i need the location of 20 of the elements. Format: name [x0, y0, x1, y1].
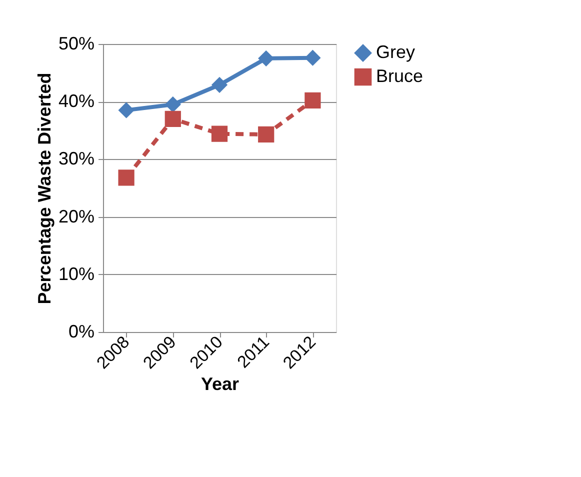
- y-tick-label: 20%: [58, 206, 94, 226]
- y-tick-label: 0%: [68, 322, 94, 342]
- y-axis-title: Percentage Waste Diverted: [34, 72, 54, 304]
- point: [304, 50, 321, 66]
- point: [258, 126, 274, 142]
- point: [118, 170, 134, 186]
- y-tick-label: 10%: [58, 264, 94, 284]
- point: [211, 126, 228, 142]
- y-tick-label: 40%: [58, 91, 94, 112]
- point: [304, 92, 321, 109]
- y-tick-label: 50%: [58, 34, 94, 54]
- point: [258, 50, 274, 66]
- point: [118, 102, 134, 118]
- point: [164, 96, 181, 113]
- y-tick-label: 30%: [58, 148, 94, 169]
- point: [164, 110, 181, 127]
- legend-label: Grey: [376, 42, 416, 62]
- point: [211, 76, 228, 93]
- x-axis-title: Year: [200, 374, 240, 394]
- legend-label: Bruce: [376, 66, 424, 86]
